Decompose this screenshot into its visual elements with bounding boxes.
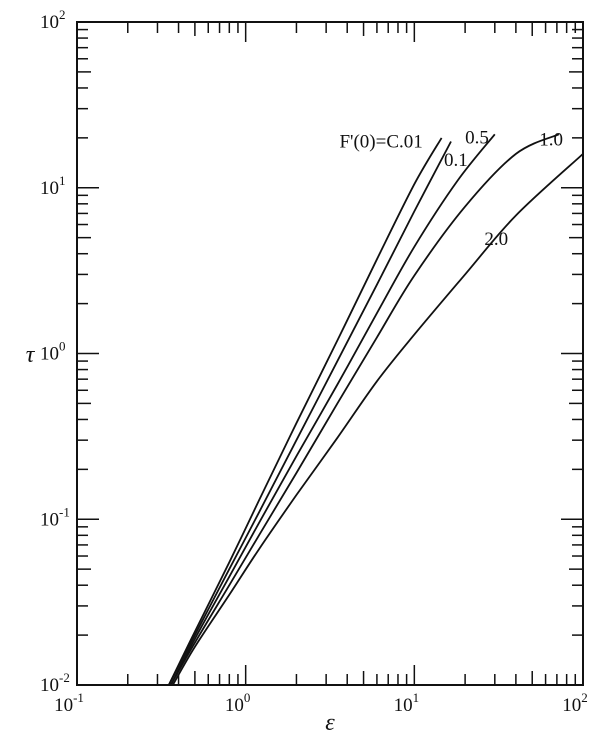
x-tick-labels: 10-1 100 101 102 <box>54 690 588 716</box>
x-tick-label: 100 <box>225 690 251 716</box>
series-line <box>168 141 452 686</box>
y-tick-label: 10-2 <box>40 670 70 696</box>
series-line <box>170 133 560 686</box>
x-tick-label: 101 <box>394 690 420 716</box>
curves <box>167 133 584 686</box>
series-line <box>167 137 443 686</box>
series-label: 1.0 <box>539 129 563 150</box>
x-tick-label: 10-1 <box>54 690 84 716</box>
x-axis-label: ε <box>325 710 335 736</box>
series-line <box>172 153 584 686</box>
series-line <box>170 133 496 686</box>
x-tick-label: 102 <box>562 690 588 716</box>
y-axis-label: τ <box>26 342 36 368</box>
series-label: 0.5 <box>465 127 489 148</box>
y-tick-label: 101 <box>40 173 66 199</box>
series-label: 0.1 <box>444 150 468 171</box>
series-label: F'(0)=C.01 <box>339 131 422 152</box>
minor-ticks <box>77 22 583 685</box>
y-tick-label: 100 <box>40 339 66 365</box>
y-tick-labels: 10-2 10-1 100 101 102 <box>40 7 70 696</box>
y-tick-label: 102 <box>40 7 66 33</box>
y-tick-label: 10-1 <box>40 504 70 530</box>
curve-labels: F'(0)=C.01 0.10.5 1.0 2.0 <box>339 127 562 250</box>
series-label: 2.0 <box>484 229 508 250</box>
